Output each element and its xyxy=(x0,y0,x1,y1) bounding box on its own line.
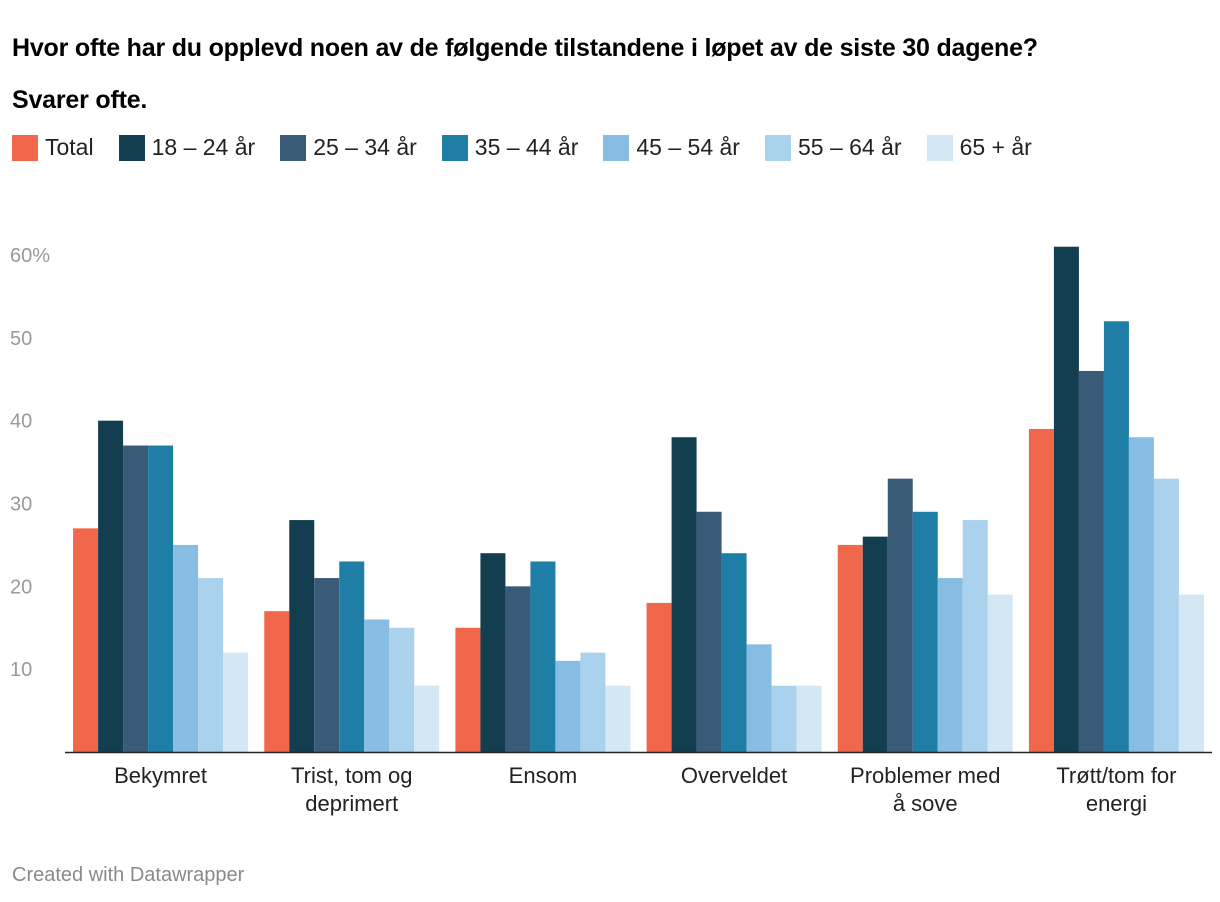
bar xyxy=(555,660,581,752)
bar xyxy=(98,420,124,752)
legend-item-65-plus: 65 + år xyxy=(926,134,1032,161)
bar xyxy=(364,619,390,752)
x-tick-label: Ensom xyxy=(509,763,577,788)
legend-item-25-34: 25 – 34 år xyxy=(280,134,417,161)
bar xyxy=(721,553,747,752)
chart-title-line-1: Hvor ofte har du opplevd noen av de følg… xyxy=(12,34,1038,62)
bar xyxy=(123,445,149,752)
legend-item-45-54: 45 – 54 år xyxy=(603,134,740,161)
legend-label-25-34: 25 – 34 år xyxy=(313,134,417,160)
legend: Total 18 – 24 år 25 – 34 år 35 – 44 år 4… xyxy=(12,134,1057,161)
legend-item-55-64: 55 – 64 år xyxy=(764,134,902,161)
y-tick-label: 50 xyxy=(10,328,32,350)
bar xyxy=(73,528,99,752)
y-tick-label: 60% xyxy=(10,245,50,267)
bar xyxy=(414,685,440,752)
bar xyxy=(223,652,249,752)
bar xyxy=(771,685,797,752)
bar xyxy=(580,652,606,752)
bar xyxy=(389,627,415,752)
footer-credit: Created with Datawrapper xyxy=(12,864,245,886)
legend-label-35-44: 35 – 44 år xyxy=(474,134,579,160)
bar xyxy=(746,644,772,752)
bar xyxy=(480,553,506,752)
legend-label-45-54: 45 – 54 år xyxy=(636,134,740,160)
bar xyxy=(962,520,988,752)
bar xyxy=(1028,428,1054,752)
chart-title: Hvor ofte har du opplevd noen av de følg… xyxy=(12,22,1212,126)
legend-item-total: Total xyxy=(12,134,94,161)
bar xyxy=(605,685,631,752)
bar xyxy=(671,437,697,752)
bar xyxy=(696,511,722,752)
bar xyxy=(937,578,963,752)
bar xyxy=(1128,437,1154,752)
bar xyxy=(530,561,556,752)
x-tick-label: Overveldet xyxy=(681,763,787,788)
y-tick-label: 10 xyxy=(10,659,32,681)
bar xyxy=(198,578,224,752)
bar xyxy=(314,578,340,752)
legend-swatch-45-54 xyxy=(603,134,630,161)
bar xyxy=(646,602,672,752)
legend-label-55-64: 55 – 64 år xyxy=(797,134,902,160)
bar xyxy=(1178,594,1204,752)
bar xyxy=(264,611,290,752)
legend-item-35-44: 35 – 44 år xyxy=(441,134,579,161)
bar xyxy=(1153,478,1179,752)
legend-swatch-total xyxy=(12,134,38,161)
bar xyxy=(837,544,863,752)
legend-swatch-55-64 xyxy=(764,134,791,161)
bar xyxy=(987,594,1013,752)
bar xyxy=(1078,370,1104,752)
legend-swatch-65-plus xyxy=(926,134,953,161)
bar xyxy=(862,536,888,752)
y-tick-label: 20 xyxy=(10,576,32,598)
legend-label-18-24: 18 – 24 år xyxy=(151,134,256,160)
bar xyxy=(912,511,938,752)
bar xyxy=(339,561,365,752)
y-tick-label: 40 xyxy=(10,411,32,433)
legend-swatch-35-44 xyxy=(441,134,468,161)
bar xyxy=(148,445,174,752)
bar xyxy=(887,478,913,752)
legend-label-65-plus: 65 + år xyxy=(959,134,1032,160)
bar xyxy=(796,685,822,752)
bar xyxy=(289,520,315,752)
x-tick-label: Trøtt/tom for energi xyxy=(1056,763,1176,816)
bar xyxy=(505,586,531,752)
bar xyxy=(1053,246,1079,752)
legend-item-18-24: 18 – 24 år xyxy=(118,134,256,161)
bar xyxy=(455,627,481,752)
chart-title-line-2: Svarer ofte. xyxy=(12,86,148,114)
bar xyxy=(1103,321,1129,752)
legend-swatch-18-24 xyxy=(118,134,145,161)
x-tick-label: Problemer med å sove xyxy=(850,763,1000,816)
legend-swatch-25-34 xyxy=(280,134,307,161)
legend-label-total: Total xyxy=(45,134,94,160)
x-tick-label: Bekymret xyxy=(114,763,207,788)
y-tick-label: 30 xyxy=(10,494,32,516)
x-tick-label: Trist, tom og deprimert xyxy=(291,763,412,816)
bar xyxy=(173,544,199,752)
